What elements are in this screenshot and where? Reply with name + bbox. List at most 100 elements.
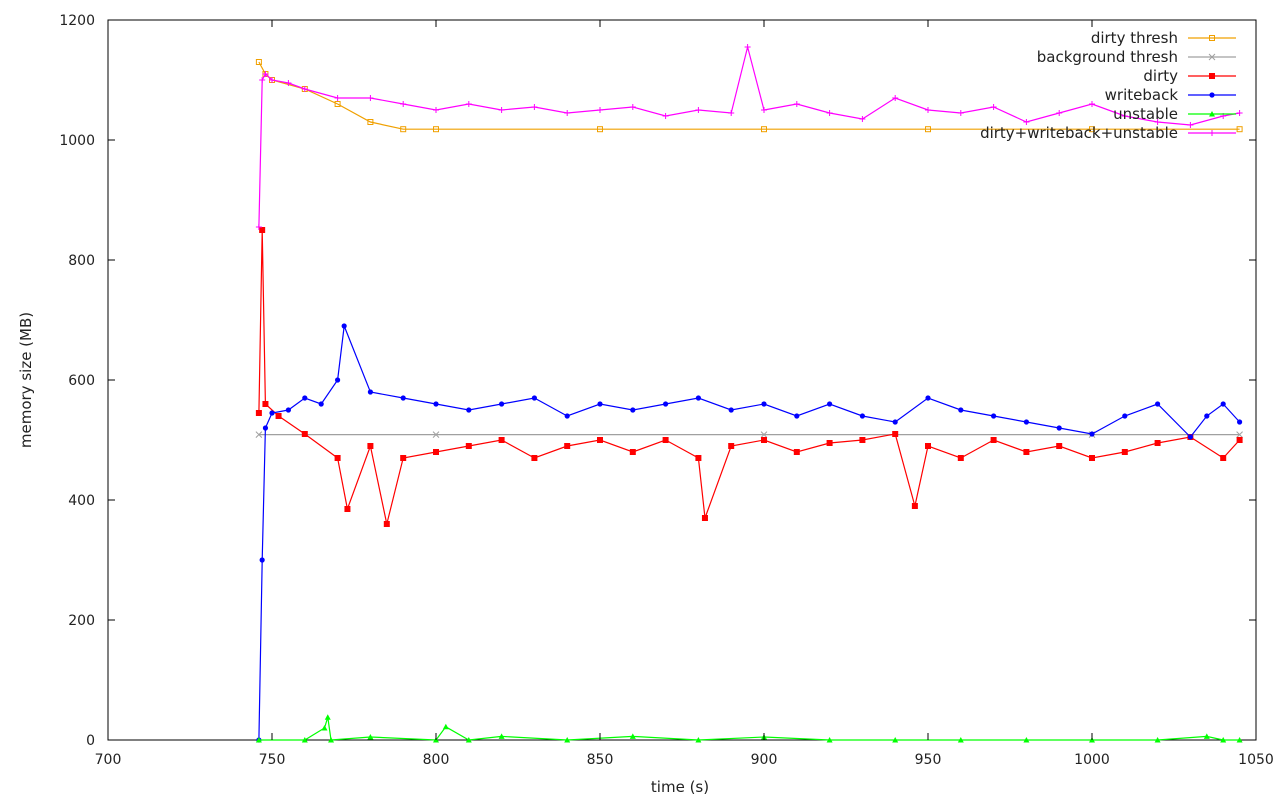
data-point [465, 101, 472, 107]
data-point [663, 401, 669, 407]
legend-entry: dirty thresh [1091, 29, 1236, 47]
data-point [433, 107, 439, 113]
data-point [1220, 737, 1227, 743]
data-point [1154, 440, 1161, 446]
data-point [255, 737, 262, 743]
data-point [259, 227, 266, 233]
data-point [925, 395, 931, 401]
data-point [728, 110, 735, 116]
data-point [761, 107, 767, 113]
data-point [662, 437, 669, 443]
data-point [259, 77, 266, 83]
data-point [367, 389, 373, 395]
data-point [285, 80, 292, 86]
data-point [367, 119, 374, 125]
data-point [892, 95, 899, 101]
legend-marker [1209, 130, 1215, 136]
x-tick-label: 1000 [1074, 752, 1110, 768]
data-point [1089, 431, 1095, 437]
x-tick-label: 700 [95, 752, 122, 768]
legend-label: dirty+writeback+unstable [980, 124, 1178, 142]
axes-layer: 700 750 800 850 900 950 1000 1050 0 200 400 600 800 1… [59, 13, 1273, 768]
data-point [827, 401, 833, 407]
data-point [597, 126, 603, 133]
data-point [761, 126, 767, 133]
x-tick-label: 850 [587, 752, 614, 768]
legend-label: dirty thresh [1091, 29, 1178, 47]
legend-entry: writeback [1105, 86, 1236, 104]
data-point [1187, 434, 1193, 440]
legend-entry: dirty+writeback+unstable [980, 124, 1236, 142]
data-point [367, 443, 374, 449]
data-point [334, 101, 341, 107]
data-point [1155, 401, 1161, 407]
data-point [1023, 419, 1029, 425]
data-point [400, 455, 407, 461]
series-writeback [256, 323, 1243, 743]
data-point [564, 443, 571, 449]
data-point [1121, 449, 1128, 455]
data-point [255, 410, 262, 416]
data-point [302, 395, 308, 401]
plot-area [107, 19, 1257, 741]
data-point [957, 110, 964, 116]
data-point [1220, 455, 1227, 461]
data-point [1154, 119, 1161, 125]
data-point [262, 71, 269, 77]
data-point [498, 437, 505, 443]
x-tick-label: 800 [423, 752, 450, 768]
legend-marker [1209, 111, 1215, 117]
data-point [826, 737, 833, 743]
data-point [1236, 437, 1243, 443]
data-point [498, 733, 505, 739]
series-dirty-writeback-unstable [255, 44, 1243, 230]
data-point [531, 395, 538, 401]
legend-marker [1209, 73, 1215, 79]
data-point [465, 737, 472, 743]
data-point [255, 59, 262, 65]
x-tick-label: 1050 [1238, 752, 1274, 768]
data-point [334, 455, 341, 461]
data-point [925, 443, 931, 449]
data-point [301, 86, 308, 92]
data-point [564, 737, 571, 743]
data-point [630, 407, 636, 413]
data-point [564, 110, 571, 116]
data-point [990, 437, 997, 443]
data-point [321, 725, 328, 731]
data-point [400, 126, 407, 133]
data-point [1089, 101, 1095, 107]
data-point [1056, 443, 1063, 449]
data-point [531, 455, 538, 461]
data-point [433, 126, 439, 133]
data-point [958, 407, 964, 413]
data-point [531, 104, 538, 110]
data-point [466, 407, 472, 413]
data-point [1236, 110, 1243, 116]
data-point [1236, 431, 1243, 438]
data-point [259, 557, 265, 563]
data-point [761, 437, 767, 443]
data-point [794, 413, 800, 419]
data-point [334, 95, 341, 101]
data-point [564, 413, 570, 419]
data-point [957, 455, 964, 461]
y-tick-label: 1200 [59, 13, 95, 29]
data-point [328, 737, 335, 743]
data-point [859, 413, 866, 419]
x-tick-label: 900 [751, 752, 778, 768]
data-point [760, 431, 768, 438]
data-point [597, 107, 603, 113]
data-point [262, 401, 269, 407]
data-point [1121, 113, 1128, 119]
legend-label: dirty [1143, 67, 1178, 85]
data-point [695, 737, 702, 743]
data-point [1023, 119, 1030, 125]
y-tick-label: 600 [68, 373, 95, 389]
data-point [433, 449, 439, 455]
data-point [433, 401, 439, 407]
data-point [728, 443, 735, 449]
data-point [1236, 126, 1243, 133]
data-point [383, 521, 390, 527]
